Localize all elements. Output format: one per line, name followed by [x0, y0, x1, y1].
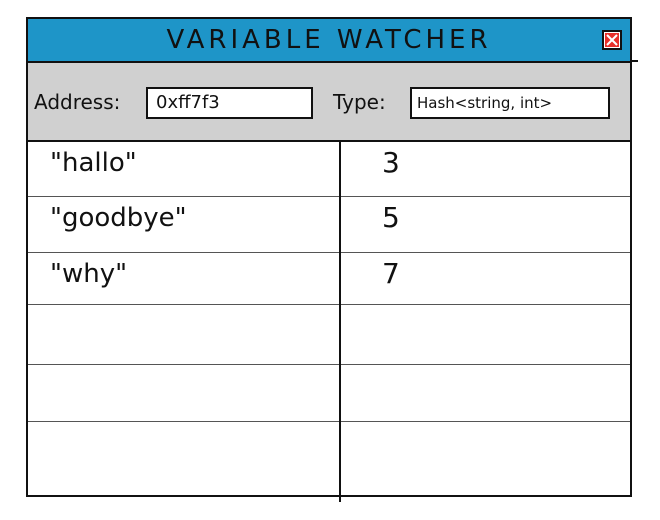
close-icon — [605, 33, 619, 47]
window-title: VARIABLE WATCHER — [166, 25, 492, 55]
close-button[interactable] — [602, 30, 622, 50]
table-row[interactable] — [28, 365, 630, 422]
row-key: "why" — [50, 259, 128, 289]
table-row[interactable] — [28, 422, 630, 495]
variable-watcher-window: VARIABLE WATCHER Address: 0xff7f3 Type: … — [26, 17, 632, 502]
row-value: 5 — [382, 201, 400, 234]
address-input[interactable]: 0xff7f3 — [146, 87, 313, 119]
row-value: 7 — [382, 257, 400, 290]
address-label: Address: — [34, 90, 121, 114]
table-row[interactable] — [28, 305, 630, 365]
window-edge-mark — [630, 60, 638, 62]
title-bar[interactable]: VARIABLE WATCHER — [28, 19, 630, 63]
toolbar: Address: 0xff7f3 Type: Hash<string, int> — [28, 63, 630, 142]
row-key: "goodbye" — [50, 203, 187, 233]
type-input[interactable]: Hash<string, int> — [410, 87, 610, 119]
table-row[interactable]: "why" 7 — [28, 253, 630, 305]
table-row[interactable]: "goodbye" 5 — [28, 197, 630, 253]
watch-table: "hallo" 3 "goodbye" 5 "why" 7 — [28, 142, 630, 495]
type-label: Type: — [333, 90, 386, 114]
column-divider[interactable] — [339, 142, 341, 502]
row-value: 3 — [382, 146, 400, 179]
row-key: "hallo" — [50, 148, 137, 178]
table-row[interactable]: "hallo" 3 — [28, 142, 630, 197]
